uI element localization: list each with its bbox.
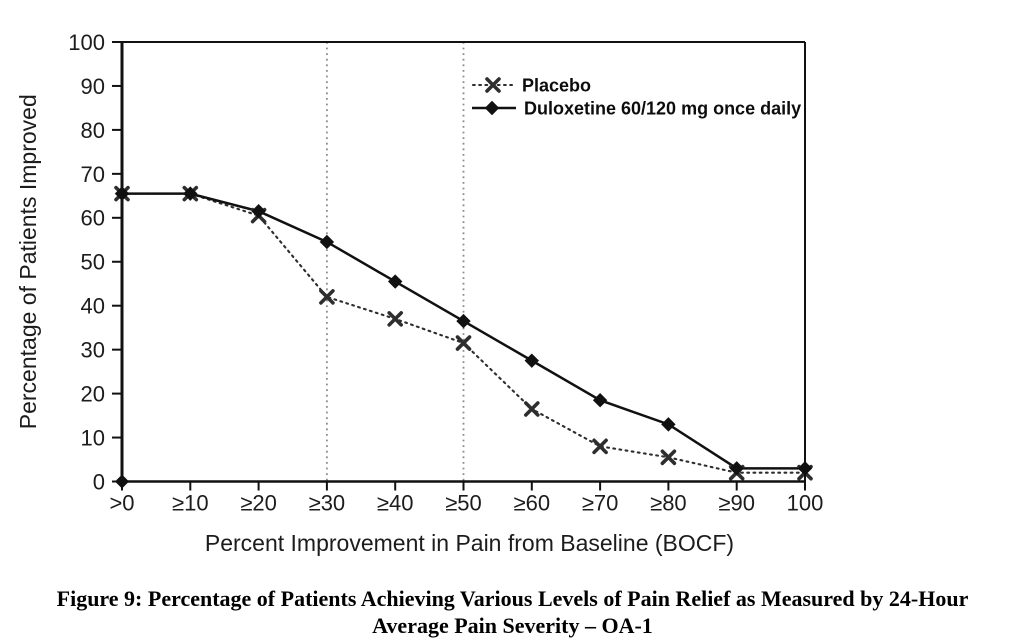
y-tick-label: 50 [81,250,105,275]
x-tick-label: ≥10 [172,491,209,516]
duloxetine-marker-diamond [661,417,676,432]
x-tick-label: ≥30 [309,491,346,516]
legend-duloxetine-marker-diamond-icon [484,100,500,116]
x-axis-title: Percent Improvement in Pain from Baselin… [205,530,734,556]
figure-caption-line1: Figure 9: Percentage of Patients Achievi… [56,586,969,611]
x-tick-label: ≥20 [240,491,277,516]
x-tick-label: ≥80 [650,491,687,516]
y-tick-label: 30 [81,338,105,363]
duloxetine-marker-diamond [456,313,471,329]
placebo-line [120,192,807,474]
duloxetine-marker-diamond [388,274,403,289]
x-tick-label: ≥90 [718,491,755,516]
y-tick-label: 0 [93,469,105,494]
duloxetine-marker-diamond [592,392,608,408]
y-tick-label: 40 [81,294,105,319]
legend-duloxetine-label: Duloxetine 60/120 mg once daily [524,98,801,118]
pain-relief-responder-chart: 0 10 20 30 40 50 60 70 80 90 100 >0 ≥10 ≥20 ≥30 ≥40 ≥50 ≥… [15,30,824,556]
y-axis-title: Percentage of Patients Improved [15,94,41,429]
figure-caption-line2: Average Pain Severity – OA-1 [372,612,653,638]
duloxetine-line [122,192,805,470]
x-tick-label: ≥70 [582,491,619,516]
placebo-marker-x [592,438,608,455]
duloxetine-marker-diamond [319,234,335,250]
duloxetine-marker-diamond [524,353,539,368]
placebo-marker-x [524,401,540,417]
y-tick-label: 90 [81,74,105,99]
duloxetine-marker-diamond [183,186,198,201]
y-tick-label: 100 [68,30,105,55]
x-tick-label: ≥50 [445,491,482,516]
duloxetine-marker-diamond [251,204,266,219]
placebo-marker-x [455,335,472,351]
y-tick-label: 70 [81,162,105,187]
figure-caption: Figure 9: Percentage of Patients Achievi… [0,586,1025,640]
x-tick-label: 100 [787,491,824,516]
placebo-marker-x [660,449,677,466]
duloxetine-marker-diamond [729,461,744,476]
y-tick-label: 20 [81,382,105,407]
y-tick-label: 10 [81,425,105,450]
x-tick-label: ≥60 [514,491,551,516]
placebo-marker-x [319,289,335,305]
placebo-marker-x [387,311,403,327]
y-tick-label: 80 [81,118,105,143]
x-tick-label: >0 [109,491,134,516]
legend-placebo-label: Placebo [522,75,591,95]
legend-placebo-marker-x-icon [485,77,501,93]
x-tick-label: ≥40 [377,491,414,516]
y-tick-label: 60 [81,206,105,231]
